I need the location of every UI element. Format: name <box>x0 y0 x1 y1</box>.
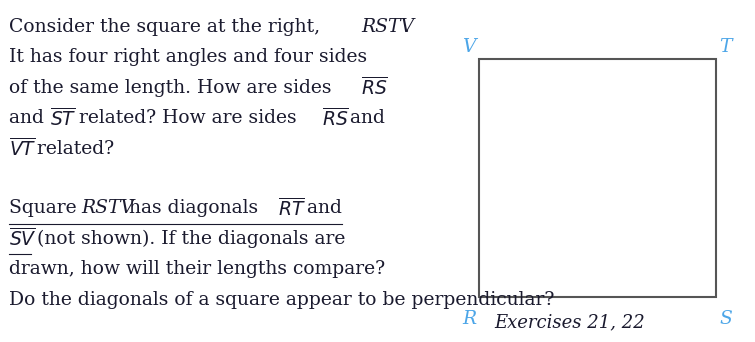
Bar <box>479 59 716 297</box>
Text: and: and <box>300 199 342 217</box>
Text: RSTV: RSTV <box>362 18 414 36</box>
Text: (not shown). If the diagonals are: (not shown). If the diagonals are <box>31 230 346 248</box>
Text: $\overline{RS}$: $\overline{RS}$ <box>362 77 388 99</box>
Text: and: and <box>344 109 384 128</box>
Text: related? How are sides: related? How are sides <box>72 109 302 128</box>
Text: has diagonals: has diagonals <box>123 199 264 217</box>
Text: related?: related? <box>31 140 114 158</box>
Text: drawn, how will their lengths compare?: drawn, how will their lengths compare? <box>9 260 385 278</box>
Text: V: V <box>463 38 476 56</box>
Text: It has four right angles and four sides: It has four right angles and four sides <box>9 48 367 66</box>
Text: Exercises 21, 22: Exercises 21, 22 <box>494 313 645 331</box>
Text: $\overline{RS}$: $\overline{RS}$ <box>322 108 349 129</box>
Text: .: . <box>403 18 408 36</box>
Text: R: R <box>462 310 476 328</box>
Text: $\overline{VT}$: $\overline{VT}$ <box>9 138 36 160</box>
Text: Consider the square at the right,: Consider the square at the right, <box>9 18 326 36</box>
Text: of the same length. How are sides: of the same length. How are sides <box>9 79 337 97</box>
Text: Square: Square <box>9 199 82 217</box>
Text: Do the diagonals of a square appear to be perpendicular?: Do the diagonals of a square appear to b… <box>9 291 554 309</box>
Text: $\overline{SV}$: $\overline{SV}$ <box>9 228 37 250</box>
Text: S: S <box>720 310 732 328</box>
Text: and: and <box>9 109 50 128</box>
Text: T: T <box>720 38 732 56</box>
Text: $\overline{ST}$: $\overline{ST}$ <box>51 108 77 129</box>
Text: $\overline{RT}$: $\overline{RT}$ <box>279 197 307 219</box>
Text: RSTV: RSTV <box>82 199 134 217</box>
